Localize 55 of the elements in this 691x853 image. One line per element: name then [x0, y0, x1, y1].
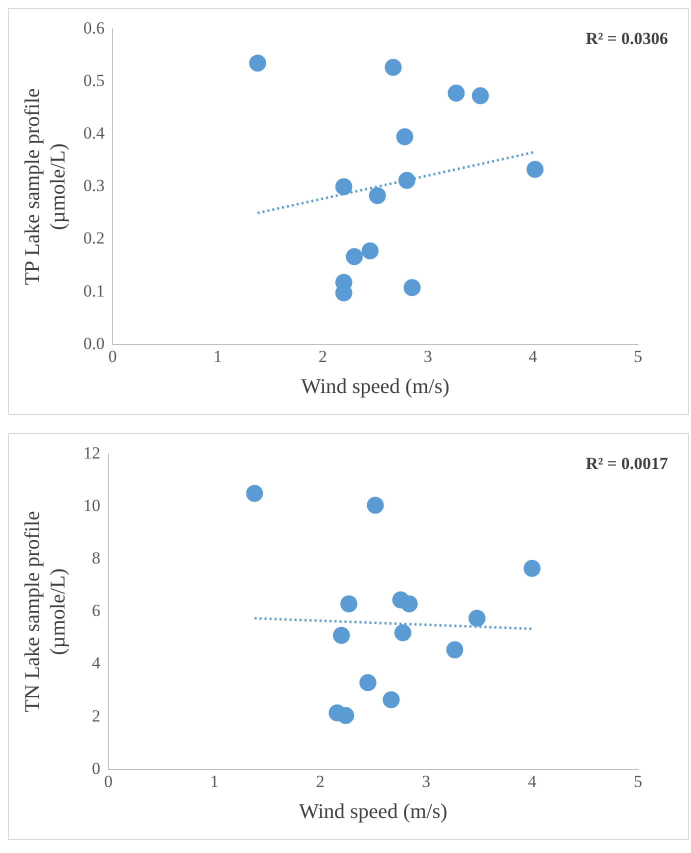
- point: [332, 626, 350, 644]
- point: [526, 160, 544, 178]
- y-tick-label: 0.5: [83, 71, 105, 90]
- point: [335, 178, 352, 196]
- point: [362, 242, 379, 260]
- x-tick-label: 1: [210, 772, 219, 792]
- point: [398, 172, 416, 189]
- point: [340, 595, 358, 612]
- x-tick-label: 3: [422, 772, 430, 792]
- point: [384, 58, 402, 76]
- y-tick-label: 2: [92, 706, 100, 726]
- x-tick-label: 3: [424, 347, 432, 366]
- x-tick-label: 2: [316, 772, 324, 792]
- x-tick-label: 4: [528, 347, 538, 366]
- y-tick-label: 4: [92, 654, 101, 673]
- y-tick-label: 0.2: [83, 228, 105, 248]
- point: [468, 610, 486, 627]
- y-tick-label: 0.6: [83, 18, 105, 38]
- y-tick-label: 0.3: [83, 176, 105, 196]
- annotation: R² = 0.0306: [586, 28, 668, 48]
- point: [524, 560, 541, 577]
- point: [396, 128, 414, 146]
- y-axis-title: TN Lake sample profile (µmole/L): [20, 511, 70, 712]
- y-tick-label: 6: [92, 601, 100, 620]
- point: [448, 84, 465, 102]
- point: [337, 707, 354, 724]
- y-tick-label: 0.0: [83, 334, 105, 353]
- y-tick-label: 8: [92, 548, 100, 568]
- point: [368, 187, 386, 204]
- y-tick-label: 12: [83, 443, 100, 462]
- x-tick-label: 4: [528, 772, 537, 792]
- x-tick-label: 2: [318, 347, 328, 366]
- y-tick-label: 0: [92, 758, 100, 778]
- annotation: R² = 0.0017: [586, 454, 668, 473]
- x-axis-title: Wind speed (m/s): [301, 374, 450, 398]
- x-tick-label: 5: [634, 347, 642, 366]
- point: [366, 496, 384, 514]
- y-tick-label: 10: [83, 496, 100, 516]
- point: [404, 279, 421, 296]
- point: [400, 595, 418, 612]
- y-tick-label: 0.4: [83, 124, 106, 143]
- point: [359, 674, 376, 692]
- x-tick-label: 0: [108, 347, 117, 366]
- point: [446, 641, 464, 658]
- y-tick-label: 0.1: [83, 281, 105, 300]
- x-tick-label: 5: [634, 772, 642, 792]
- y-axis-title: TP Lake sample profile (µmole/L): [20, 88, 70, 286]
- point: [394, 624, 412, 642]
- point: [472, 87, 489, 104]
- x-tick-label: 1: [213, 347, 222, 366]
- point: [246, 484, 264, 502]
- point: [249, 54, 266, 72]
- point: [382, 691, 400, 708]
- point: [346, 248, 363, 266]
- x-axis-title: Wind speed (m/s): [298, 798, 448, 823]
